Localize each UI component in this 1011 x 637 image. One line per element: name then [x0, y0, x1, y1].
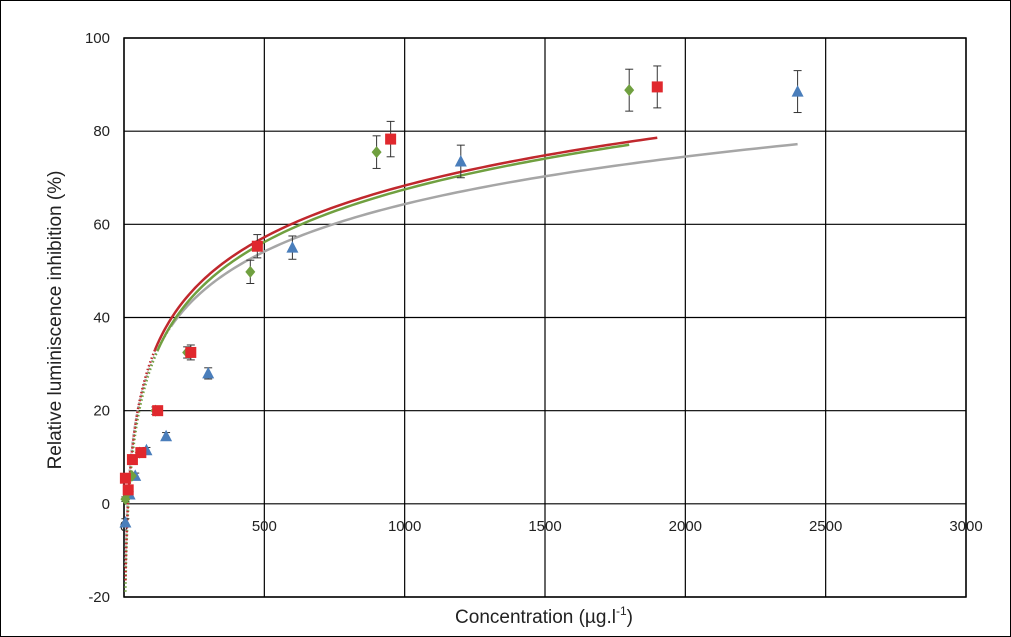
square-marker [126, 454, 138, 466]
data-markers [119, 81, 804, 528]
triangle-marker [286, 241, 299, 253]
square-marker [119, 472, 131, 484]
diamond-marker [371, 146, 382, 159]
x-axis-title-main: Concentration (µg.l [455, 607, 616, 628]
gridlines [123, 37, 967, 598]
y-tick-label: 100 [85, 30, 110, 47]
error-bars [121, 65, 802, 527]
triangle-marker [202, 366, 215, 379]
square-marker [251, 240, 263, 252]
plot-area [123, 37, 967, 598]
y-tick-label: 40 [93, 310, 110, 327]
trendline [153, 136, 658, 351]
y-axis-title: Relative luminiscence inhibition (%) [45, 171, 66, 470]
y-tick-label: 0 [102, 496, 110, 513]
y-tick-labels: -20 0 20 40 60 80 100 [85, 30, 110, 606]
x-tick-label: 500 [252, 518, 277, 535]
x-axis-title-superscript: -1 [616, 604, 627, 618]
trendline [170, 142, 798, 327]
diamond-marker [624, 84, 635, 97]
y-tick-label: 80 [93, 123, 110, 140]
diamond-marker [245, 265, 256, 278]
square-marker [122, 484, 134, 496]
y-tick-label: -20 [88, 589, 110, 606]
triangle-marker [791, 85, 804, 97]
x-tick-label: 2500 [809, 518, 842, 535]
square-marker [385, 133, 397, 145]
y-tick-label: 60 [93, 216, 110, 233]
trendline-dotted-segment [124, 324, 173, 567]
x-tick-label: 1000 [388, 518, 421, 535]
triangle-marker [454, 154, 467, 167]
square-marker [135, 447, 147, 459]
x-tick-label: 2000 [669, 518, 702, 535]
x-axis-title-close: ) [627, 607, 633, 628]
square-marker [185, 346, 197, 358]
triangle-marker [160, 429, 173, 442]
square-marker [651, 81, 663, 93]
x-tick-label: 3000 [949, 518, 982, 535]
x-tick-label: 1500 [528, 518, 561, 535]
trendline-dotted-segment [124, 349, 159, 592]
square-marker [152, 405, 164, 417]
y-tick-label: 20 [93, 403, 110, 420]
x-axis-title: Concentration (µg.l-1) [455, 604, 633, 628]
trendline-dotted-segment [124, 349, 157, 581]
triangle-marker [119, 515, 132, 528]
trendline [156, 143, 630, 351]
